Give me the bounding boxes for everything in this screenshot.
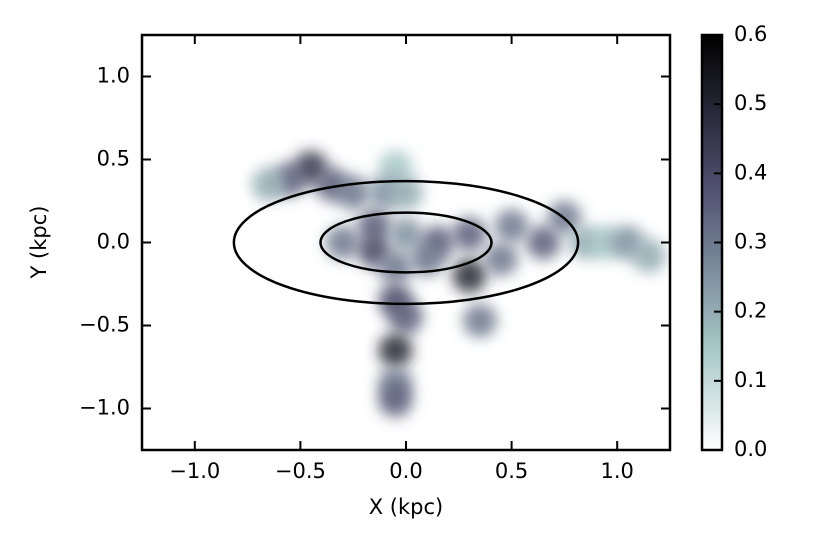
density-blob bbox=[378, 383, 413, 418]
density-blob bbox=[494, 208, 529, 243]
density-blob bbox=[452, 258, 487, 293]
colorbar-tick-label: 0.0 bbox=[734, 437, 767, 461]
colorbar-tick-label: 0.3 bbox=[734, 230, 767, 254]
y-tick-label: 1.0 bbox=[97, 64, 130, 88]
density-blob bbox=[325, 225, 360, 260]
density-blob bbox=[484, 242, 519, 277]
density-blob bbox=[462, 303, 497, 338]
density-blob bbox=[378, 250, 413, 285]
ellipse bbox=[232, 179, 580, 306]
density-blob bbox=[378, 333, 413, 368]
x-axis-label: X (kpc) bbox=[369, 495, 443, 519]
density-blob bbox=[526, 225, 561, 260]
density-blob bbox=[251, 167, 286, 202]
x-tick-label: 0.5 bbox=[495, 459, 528, 483]
density-blob bbox=[389, 217, 423, 252]
density-blob bbox=[631, 238, 666, 273]
y-tick-label: −0.5 bbox=[79, 313, 130, 337]
x-tick-label: −1.0 bbox=[169, 459, 220, 483]
colorbar-tick-label: 0.6 bbox=[734, 22, 767, 46]
y-axis-label: Y (kpc) bbox=[27, 206, 51, 280]
ellipses bbox=[232, 179, 580, 306]
colorbar bbox=[702, 35, 722, 450]
x-tick-label: −0.5 bbox=[275, 459, 326, 483]
colorbar-tick-label: 0.5 bbox=[734, 91, 767, 115]
density-blob bbox=[357, 208, 392, 243]
x-tick-label: 1.0 bbox=[600, 459, 633, 483]
heatmap bbox=[251, 150, 666, 418]
ellipse bbox=[319, 211, 493, 274]
density-blob bbox=[336, 175, 371, 210]
y-tick-label: −1.0 bbox=[79, 396, 130, 420]
colorbar-tick-label: 0.4 bbox=[734, 160, 767, 184]
density-blob bbox=[389, 300, 423, 335]
colorbar-tick-label: 0.1 bbox=[734, 368, 767, 392]
density-blob bbox=[389, 175, 423, 210]
colorbar-tick-label: 0.2 bbox=[734, 299, 767, 323]
density-blob bbox=[410, 242, 445, 277]
x-tick-label: 0.0 bbox=[389, 459, 422, 483]
y-tick-label: 0.0 bbox=[97, 230, 130, 254]
y-tick-label: 0.5 bbox=[97, 147, 130, 171]
